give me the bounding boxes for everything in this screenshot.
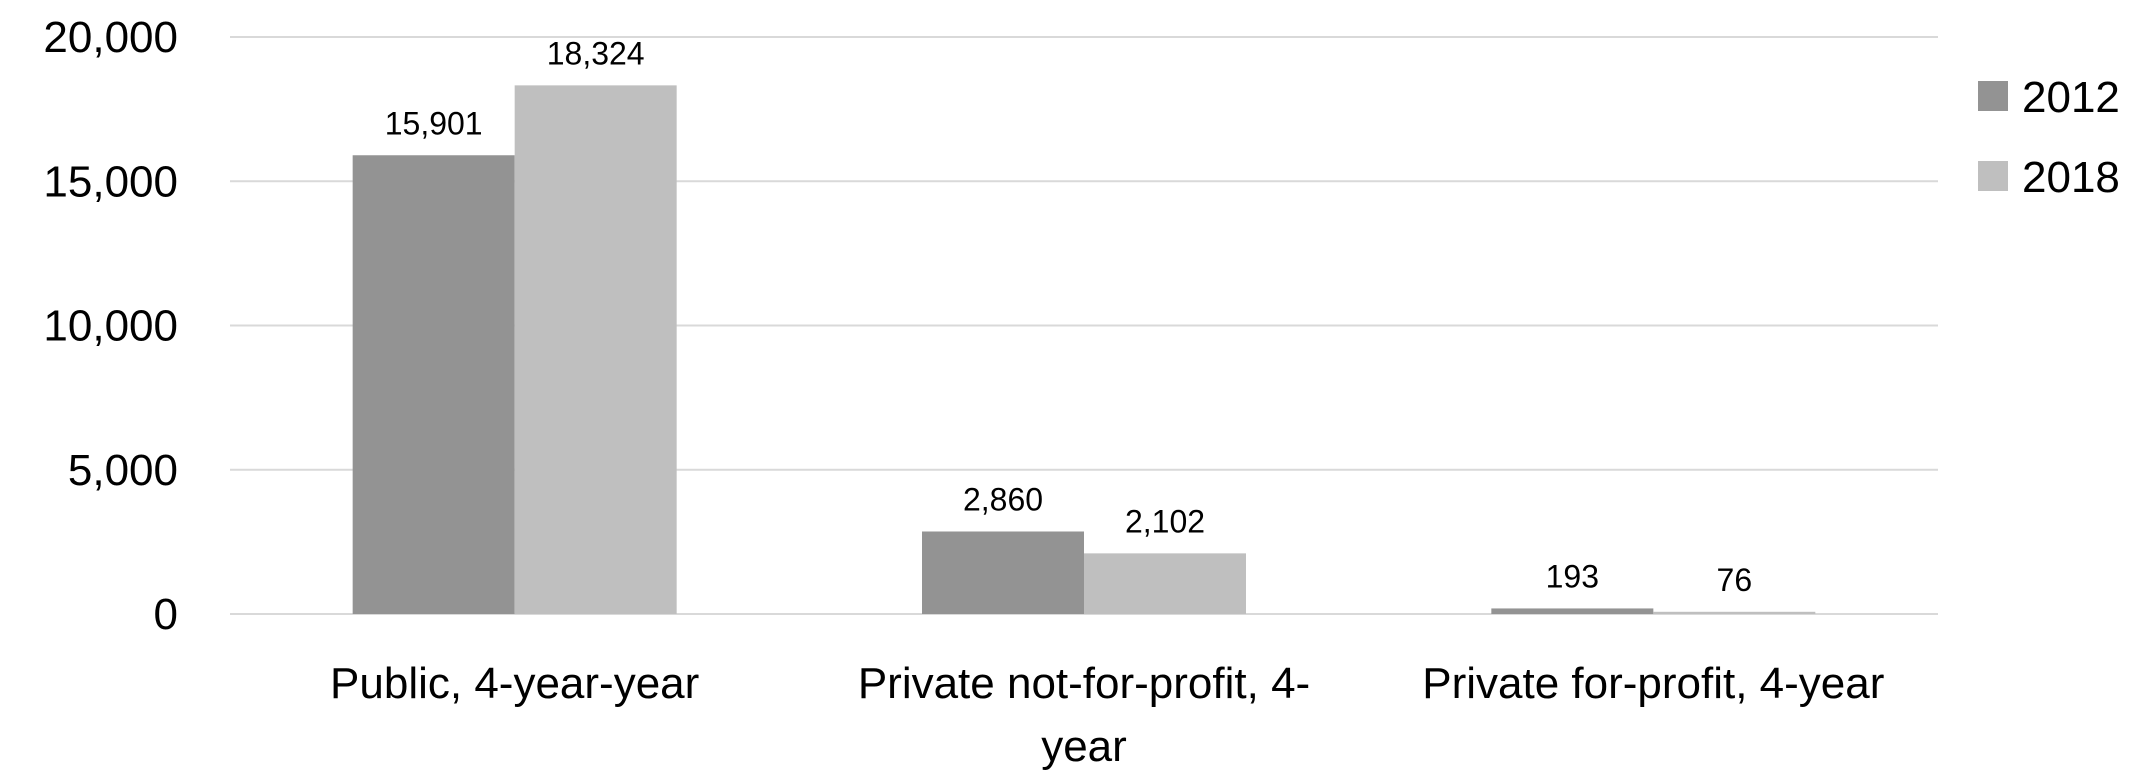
legend: 2012 2018 xyxy=(1978,73,2120,202)
bars xyxy=(352,85,1816,614)
legend-label-2018: 2018 xyxy=(2022,153,2120,202)
category-label-0: Public, 4-year-year xyxy=(330,659,699,708)
y-axis-tick-labels: 0 5,000 10,000 15,000 20,000 xyxy=(43,13,178,639)
bar-2012-1 xyxy=(922,531,1084,614)
legend-swatch-2012 xyxy=(1978,81,2008,111)
y-tick-label: 10,000 xyxy=(43,302,178,351)
data-label-2012-2: 193 xyxy=(1546,558,1599,594)
y-tick-label: 15,000 xyxy=(43,157,178,206)
bar-2012-2 xyxy=(1491,608,1654,614)
data-label-2012-1: 2,860 xyxy=(963,481,1043,517)
data-labels: 15,901 18,324 2,860 2,102 193 76 xyxy=(385,35,1752,597)
bar-2018-2 xyxy=(1653,611,1816,614)
data-label-2012-0: 15,901 xyxy=(385,105,483,141)
x-axis-category-labels: Public, 4-year-year Private not-for-profi… xyxy=(330,659,1884,771)
data-label-2018-1: 2,102 xyxy=(1125,503,1205,539)
legend-label-2012: 2012 xyxy=(2022,73,2120,122)
data-label-2018-0: 18,324 xyxy=(547,35,645,71)
data-label-2018-2: 76 xyxy=(1717,562,1753,598)
legend-swatch-2018 xyxy=(1978,161,2008,191)
y-tick-label: 20,000 xyxy=(43,13,178,62)
y-tick-label: 5,000 xyxy=(68,446,178,495)
category-label-1: year xyxy=(1041,722,1127,771)
category-label-1: Private not-for-profit, 4- xyxy=(858,659,1310,708)
bar-2012-0 xyxy=(352,155,515,614)
bar-2018-0 xyxy=(514,85,677,614)
y-tick-label: 0 xyxy=(154,590,178,639)
bar-2018-1 xyxy=(1084,553,1246,614)
category-label-2: Private for-profit, 4-year xyxy=(1422,659,1884,708)
